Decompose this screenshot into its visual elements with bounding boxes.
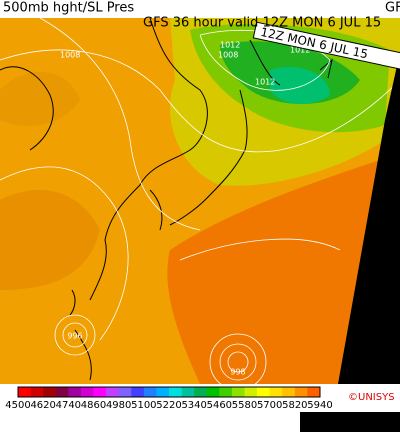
colorbar-label: 5100 — [131, 400, 156, 411]
colorbar-swatch — [257, 387, 270, 397]
colorbar: 4500 4620 4740 4860 4980 5100 5220 5340 5460 5580… — [5, 386, 333, 411]
contour-label: 996 — [67, 332, 82, 341]
field-patch — [0, 71, 80, 126]
colorbar-swatch — [55, 387, 69, 397]
colorbar-swatch — [244, 387, 258, 397]
corner-block — [300, 412, 400, 432]
colorbar-label: 4620 — [30, 400, 55, 411]
field-orange-west — [0, 190, 100, 290]
contour-label: 1012 — [290, 46, 310, 55]
contour-label: 998 — [230, 368, 245, 377]
contour-label: 1012 — [220, 41, 240, 50]
colorbar-swatch — [282, 387, 296, 397]
colorbar-label: 4980 — [106, 400, 131, 411]
colorbar-label: 5940 — [307, 400, 332, 411]
contour-label: 1008 — [60, 51, 80, 60]
header-strip — [0, 0, 400, 18]
contour-label: 1012 — [255, 78, 275, 87]
colorbar-swatch — [131, 387, 145, 397]
field-orange-east — [167, 160, 380, 384]
colorbar-label: 5220 — [156, 400, 181, 411]
colorbar-swatch — [18, 387, 31, 397]
credit: ©UNISYS — [348, 392, 395, 403]
colorbar-swatch — [231, 387, 245, 397]
subtitle: GFS 36 hour valid 12Z MON 6 JUL 15 — [143, 16, 381, 31]
colorbar-label: 5820 — [282, 400, 307, 411]
outside-domain — [338, 52, 400, 384]
colorbar-swatch — [30, 387, 44, 397]
colorbar-label: 4860 — [81, 400, 106, 411]
colorbar-label: 5460 — [207, 400, 232, 411]
banner-box — [252, 21, 400, 72]
colorbar-swatch — [143, 387, 157, 397]
colorbar-swatch — [307, 387, 321, 397]
colorbar-swatch — [181, 387, 195, 397]
colorbar-swatch — [219, 387, 233, 397]
colorbar-swatch — [68, 387, 82, 397]
field-teal — [270, 66, 330, 105]
colorbar-label: 5700 — [257, 400, 282, 411]
colorbar-swatch — [118, 387, 132, 397]
colorbar-label: 5340 — [181, 400, 206, 411]
colorbar-label: 4500 — [5, 400, 30, 411]
colorbar-swatch — [169, 387, 182, 397]
colorbar-label: 5580 — [232, 400, 257, 411]
colorbar-label: 4740 — [56, 400, 81, 411]
colorbar-swatch — [269, 387, 283, 397]
colorbar-frame — [17, 386, 321, 398]
colorbar-swatch — [106, 387, 119, 397]
colorbar-swatch — [43, 387, 57, 397]
map: 1012 1008 1012 1012 996 998 1008 12Z MON… — [0, 17, 400, 391]
colorbar-swatch — [294, 387, 308, 397]
colorbar-swatch — [194, 387, 208, 397]
colorbar-swatch — [93, 387, 107, 397]
colorbar-swatch — [156, 387, 170, 397]
colorbar-swatch — [206, 387, 220, 397]
coastlines — [0, 17, 333, 381]
colorbar-swatch — [80, 387, 94, 397]
title: 500mb hght/SL Pres — [3, 1, 134, 16]
contour-label: 1008 — [218, 51, 238, 60]
cut-label: GF — [385, 1, 400, 16]
contour-label-group: 1012 1008 1012 1012 996 998 1008 — [60, 41, 310, 377]
